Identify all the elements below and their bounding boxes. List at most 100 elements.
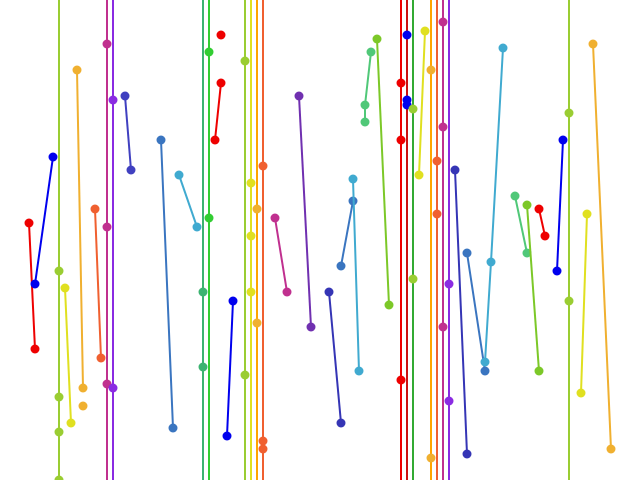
data-point-17-1 — [204, 47, 214, 57]
series-7 — [78, 401, 88, 411]
series-23 — [240, 370, 250, 380]
series-53 — [438, 122, 448, 132]
data-point-25-1 — [246, 231, 256, 241]
data-point-20-1 — [216, 30, 226, 40]
series-line-61 — [526, 204, 540, 372]
data-point-2-2 — [48, 152, 58, 162]
series-line-8 — [94, 208, 102, 359]
data-point-66-2 — [582, 209, 592, 219]
data-point-56-1 — [444, 396, 454, 406]
series-line-67 — [592, 43, 612, 450]
data-point-24-1 — [246, 178, 256, 188]
series-4 — [54, 427, 64, 480]
series-6 — [72, 65, 88, 393]
series-line-35 — [340, 200, 354, 267]
series-line-33 — [298, 95, 312, 328]
data-point-16-2 — [198, 362, 208, 372]
data-point-41-1 — [396, 375, 406, 385]
series-13 — [120, 91, 136, 175]
series-56 — [444, 396, 454, 406]
series-8 — [90, 204, 106, 363]
series-line-62 — [538, 208, 546, 237]
series-67 — [588, 39, 616, 454]
series-2 — [30, 152, 58, 289]
series-15 — [174, 170, 202, 232]
series-line-58 — [466, 252, 486, 372]
data-point-48-1 — [426, 65, 436, 75]
series-line-47 — [418, 30, 426, 176]
series-line-2 — [34, 156, 54, 285]
data-point-2-1 — [30, 279, 40, 289]
data-point-1-1 — [24, 218, 34, 228]
data-point-37-2 — [360, 100, 370, 110]
data-point-57-2 — [462, 449, 472, 459]
series-24 — [246, 178, 256, 188]
data-point-23-1 — [240, 370, 250, 380]
series-66 — [576, 209, 592, 398]
data-point-3-1 — [54, 266, 64, 276]
data-point-47-2 — [420, 26, 430, 36]
series-18 — [204, 213, 214, 223]
data-point-50-1 — [432, 156, 442, 166]
series-62 — [534, 204, 550, 241]
series-14 — [156, 135, 178, 433]
data-point-8-2 — [96, 353, 106, 363]
data-point-42-1 — [402, 30, 412, 40]
data-point-34-1 — [324, 287, 334, 297]
series-33 — [294, 91, 316, 332]
series-31 — [258, 444, 268, 454]
series-19 — [210, 78, 226, 145]
series-20 — [216, 30, 226, 40]
series-58 — [462, 248, 490, 376]
data-point-57-1 — [450, 165, 460, 175]
data-point-55-1 — [444, 279, 454, 289]
data-point-63-1 — [552, 266, 562, 276]
series-39 — [396, 78, 406, 88]
data-point-5-1 — [60, 283, 70, 293]
series-25 — [246, 231, 256, 241]
series-36 — [348, 174, 364, 376]
series-48 — [426, 65, 436, 75]
data-point-37-1 — [360, 117, 370, 127]
series-30 — [258, 436, 268, 446]
series-61 — [522, 200, 544, 376]
series-line-13 — [124, 95, 132, 171]
series-line-6 — [76, 69, 84, 389]
series-line-5 — [64, 287, 72, 424]
data-point-28-1 — [252, 318, 262, 328]
data-point-12-1 — [108, 383, 118, 393]
data-point-4-2 — [54, 475, 64, 480]
data-point-21-1 — [222, 431, 232, 441]
data-point-9-2 — [102, 222, 112, 232]
series-63 — [552, 135, 568, 276]
data-point-45-1 — [408, 104, 418, 114]
data-point-22-1 — [240, 56, 250, 66]
data-point-51-1 — [432, 209, 442, 219]
series-32 — [270, 213, 292, 297]
series-38 — [372, 34, 394, 310]
data-point-32-1 — [270, 213, 280, 223]
series-59 — [480, 43, 508, 367]
series-60 — [510, 191, 532, 258]
data-point-27-1 — [252, 204, 262, 214]
series-55 — [444, 279, 454, 289]
data-point-33-2 — [306, 322, 316, 332]
series-9 — [102, 39, 112, 232]
data-point-53-1 — [438, 122, 448, 132]
series-line-34 — [328, 291, 342, 424]
series-line-19 — [214, 82, 222, 141]
data-point-38-2 — [384, 300, 394, 310]
data-point-13-2 — [126, 165, 136, 175]
data-point-13-1 — [120, 91, 130, 101]
data-point-16-1 — [198, 287, 208, 297]
data-point-4-1 — [54, 427, 64, 437]
data-point-62-1 — [534, 204, 544, 214]
series-line-14 — [160, 139, 174, 429]
series-65 — [564, 296, 574, 306]
data-point-49-1 — [426, 453, 436, 463]
series-42 — [402, 30, 412, 40]
series-64 — [564, 108, 574, 118]
series-46 — [408, 274, 418, 284]
series-28 — [252, 318, 262, 328]
